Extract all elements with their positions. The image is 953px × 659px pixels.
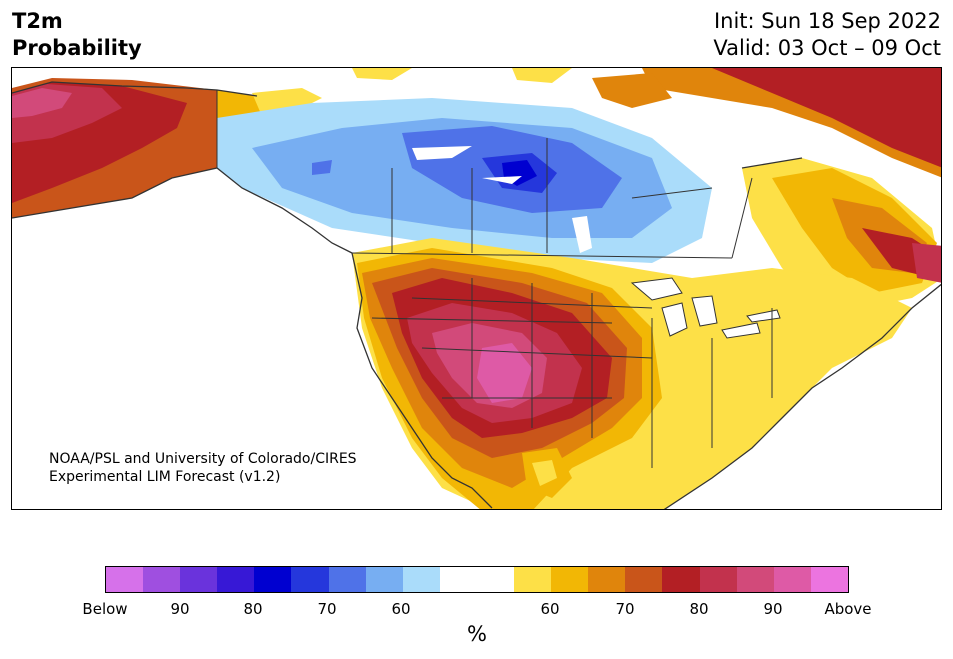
us-warm-region	[352, 238, 912, 509]
forecast-credit: NOAA/PSL and University of Colorado/CIRE…	[49, 450, 357, 486]
map-canvas	[12, 68, 941, 509]
colorbar-segment	[217, 567, 255, 592]
political-boundaries	[216, 90, 773, 468]
init-date: Init: Sun 18 Sep 2022	[713, 9, 941, 33]
forecast-map	[11, 67, 942, 510]
colorbar-unit: %	[467, 622, 487, 646]
colorbar-segment	[514, 567, 552, 592]
colorbar-segment	[625, 567, 663, 592]
colorbar-segment	[365, 567, 403, 592]
colorbar-tick-label: 60	[540, 600, 560, 618]
colorbar-tick-label: 70	[317, 600, 337, 618]
colorbar-segment	[773, 567, 811, 592]
colorbar-segment	[588, 567, 626, 592]
colorbar	[105, 566, 849, 593]
great-lakes	[630, 277, 781, 339]
colorbar-tick-label: 80	[243, 600, 263, 618]
colorbar-segment	[699, 567, 737, 592]
colorbar-segment	[476, 567, 515, 592]
colorbar-tick-label: 90	[763, 600, 783, 618]
valid-date: Valid: 03 Oct – 09 Oct	[713, 36, 941, 60]
colorbar-segment	[810, 567, 848, 592]
colorbar-segment	[254, 567, 292, 592]
colorbar-segment	[662, 567, 700, 592]
title-type: Probability	[12, 36, 142, 60]
colorbar-tick-label: 60	[391, 600, 411, 618]
colorbar-segment	[328, 567, 366, 592]
title-variable: T2m	[12, 9, 63, 33]
colorbar-segment	[180, 567, 218, 592]
colorbar-tick-label: 70	[615, 600, 635, 618]
colorbar-segment	[551, 567, 589, 592]
forecast-dates: Init: Sun 18 Sep 2022 Valid: 03 Oct – 09…	[713, 8, 941, 62]
colorbar-tick-label: Above	[824, 600, 872, 618]
canada-cold-region	[217, 98, 712, 263]
colorbar-segment	[143, 567, 181, 592]
colorbar-segment	[736, 567, 774, 592]
credit-line-1: NOAA/PSL and University of Colorado/CIRE…	[49, 451, 357, 467]
colorbar-segment	[402, 567, 440, 592]
colorbar-segment	[106, 567, 144, 592]
colorbar-segment	[439, 567, 477, 592]
colorbar-tick-label: Below	[82, 600, 128, 618]
map-title: T2m Probability	[12, 8, 142, 62]
colorbar-segment	[291, 567, 329, 592]
credit-line-2: Experimental LIM Forecast (v1.2)	[49, 469, 281, 485]
colorbar-tick-label: 80	[689, 600, 709, 618]
greenland-warm-region	[352, 68, 941, 178]
coastlines	[12, 81, 941, 509]
colorbar-tick-label: 90	[170, 600, 190, 618]
